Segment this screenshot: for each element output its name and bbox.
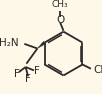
Text: F: F — [14, 69, 20, 79]
Text: H₂N: H₂N — [0, 38, 19, 48]
Polygon shape — [37, 41, 45, 49]
Text: F: F — [25, 74, 31, 84]
Text: O: O — [56, 15, 64, 25]
Text: F: F — [34, 66, 39, 76]
Text: Cl: Cl — [93, 65, 102, 75]
Text: CH₃: CH₃ — [52, 0, 68, 9]
